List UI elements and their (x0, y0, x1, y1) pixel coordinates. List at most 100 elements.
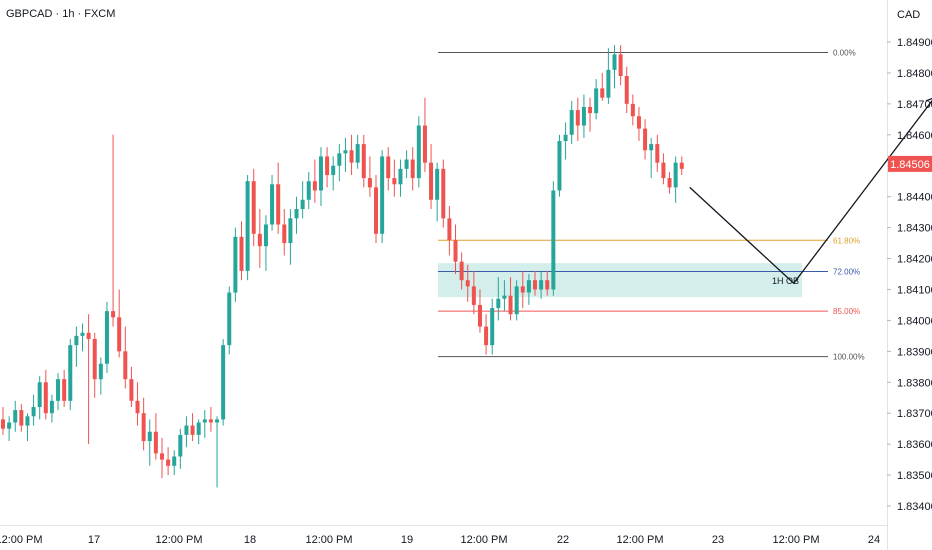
candle-body (361, 144, 366, 179)
order-block-layer: 1H OB (438, 263, 802, 298)
candle-body (380, 156, 385, 234)
candle-body (37, 382, 42, 408)
candle-body (606, 69, 611, 98)
y-tick-label: 1.84000 (897, 315, 932, 327)
y-tick-label: 1.84600 (897, 130, 932, 142)
y-tick-label: 1.83600 (897, 439, 932, 451)
candle-body (508, 295, 513, 315)
candle-body (618, 54, 623, 77)
candle-body (374, 187, 379, 234)
y-tick-label: 1.83400 (897, 501, 932, 513)
candle-body (496, 298, 501, 309)
candle-body (410, 159, 415, 179)
candle-body (111, 311, 116, 318)
projection-arrowhead (925, 97, 932, 102)
candle-body (129, 379, 134, 401)
candle-body (624, 76, 629, 104)
candle-body (123, 351, 128, 380)
candle-body (600, 88, 605, 98)
projection-path[interactable] (689, 97, 932, 285)
candle-body (575, 110, 580, 126)
x-tick-label: 24 (868, 534, 880, 546)
candle-body (159, 453, 164, 460)
x-tick-label: 19 (401, 534, 413, 546)
candle-body (98, 363, 103, 380)
candle-body (386, 156, 391, 179)
candle-body (92, 338, 97, 380)
candle-body (86, 332, 91, 339)
candle-body (49, 400, 54, 414)
candle-body (545, 280, 550, 290)
candle-body (331, 165, 336, 176)
order-block-zone[interactable] (438, 263, 802, 298)
candle-body (520, 286, 525, 293)
candle-body (325, 156, 330, 176)
candle-body (429, 162, 434, 200)
candle-body (533, 280, 538, 290)
candle-body (441, 168, 446, 219)
candle-body (355, 144, 360, 163)
candle-body (19, 410, 24, 426)
candle-body (135, 400, 140, 414)
fib-level-label: 0.00% (833, 49, 856, 58)
candle-body (184, 425, 189, 435)
candle-body (477, 304, 482, 327)
candle-body (147, 431, 152, 442)
y-tick-label: 1.84400 (897, 192, 932, 204)
last-price-label: 1.84506 (888, 155, 932, 172)
projection-line[interactable] (689, 98, 932, 285)
candle-body (471, 286, 476, 305)
x-tick-label: 12:00 PM (305, 534, 352, 546)
candle-body (404, 159, 409, 169)
candlestick-series (1, 45, 684, 488)
candle-body (453, 239, 458, 262)
y-tick-label: 1.84800 (897, 68, 932, 80)
y-tick-label: 1.83500 (897, 470, 932, 482)
fib-level-label: 61.80% (833, 236, 860, 245)
y-tick-label: 1.83700 (897, 408, 932, 420)
candle-body (392, 178, 397, 185)
candle-body (294, 209, 299, 219)
candle-body (104, 311, 109, 364)
fib-level-label: 100.00% (833, 353, 865, 362)
candle-body (673, 162, 678, 188)
candle-body (227, 292, 232, 346)
candle-body (569, 110, 574, 135)
candle-body (196, 422, 201, 435)
candle-body (282, 224, 287, 244)
time-scale-ticks[interactable]: 12:00 PM 17 12:00 PM 18 12:00 PM 19 12:00 PM 22… (0, 534, 880, 546)
candle-body (557, 140, 562, 191)
currency-label[interactable]: CAD (897, 9, 920, 21)
candle-body (141, 413, 146, 442)
candle-body (172, 456, 177, 466)
candle-body (484, 326, 489, 346)
candle-body (270, 184, 275, 225)
candle-body (221, 345, 226, 420)
x-tick-label: 12:00 PM (616, 534, 663, 546)
candle-body (43, 382, 48, 414)
candle-body (679, 162, 684, 169)
y-tick-label: 1.84900 (897, 37, 932, 49)
candle-body (447, 218, 452, 240)
candle-body (62, 379, 67, 401)
candle-body (306, 181, 311, 200)
y-tick-label: 1.84100 (897, 284, 932, 296)
symbol-title[interactable]: GBPCAD · 1h · FXCM (6, 8, 115, 20)
candle-body (117, 317, 122, 352)
candle-body (630, 103, 635, 117)
candle-body (251, 181, 256, 234)
candle-body (1, 419, 5, 429)
candle-body (343, 150, 348, 154)
candle-body (25, 416, 30, 426)
candle-body (233, 236, 238, 293)
x-tick-label: 12:00 PM (0, 534, 43, 546)
x-tick-label: 17 (88, 534, 100, 546)
x-tick-label: 22 (557, 534, 569, 546)
candle-body (636, 116, 641, 129)
candle-body (667, 178, 672, 188)
candle-body (526, 280, 531, 293)
fib-level-label: 85.00% (833, 307, 860, 316)
fib-retracement[interactable]: 0.00% 61.80% 72.00% 85.00% 100.00% (438, 49, 865, 362)
candle-body (563, 134, 568, 141)
